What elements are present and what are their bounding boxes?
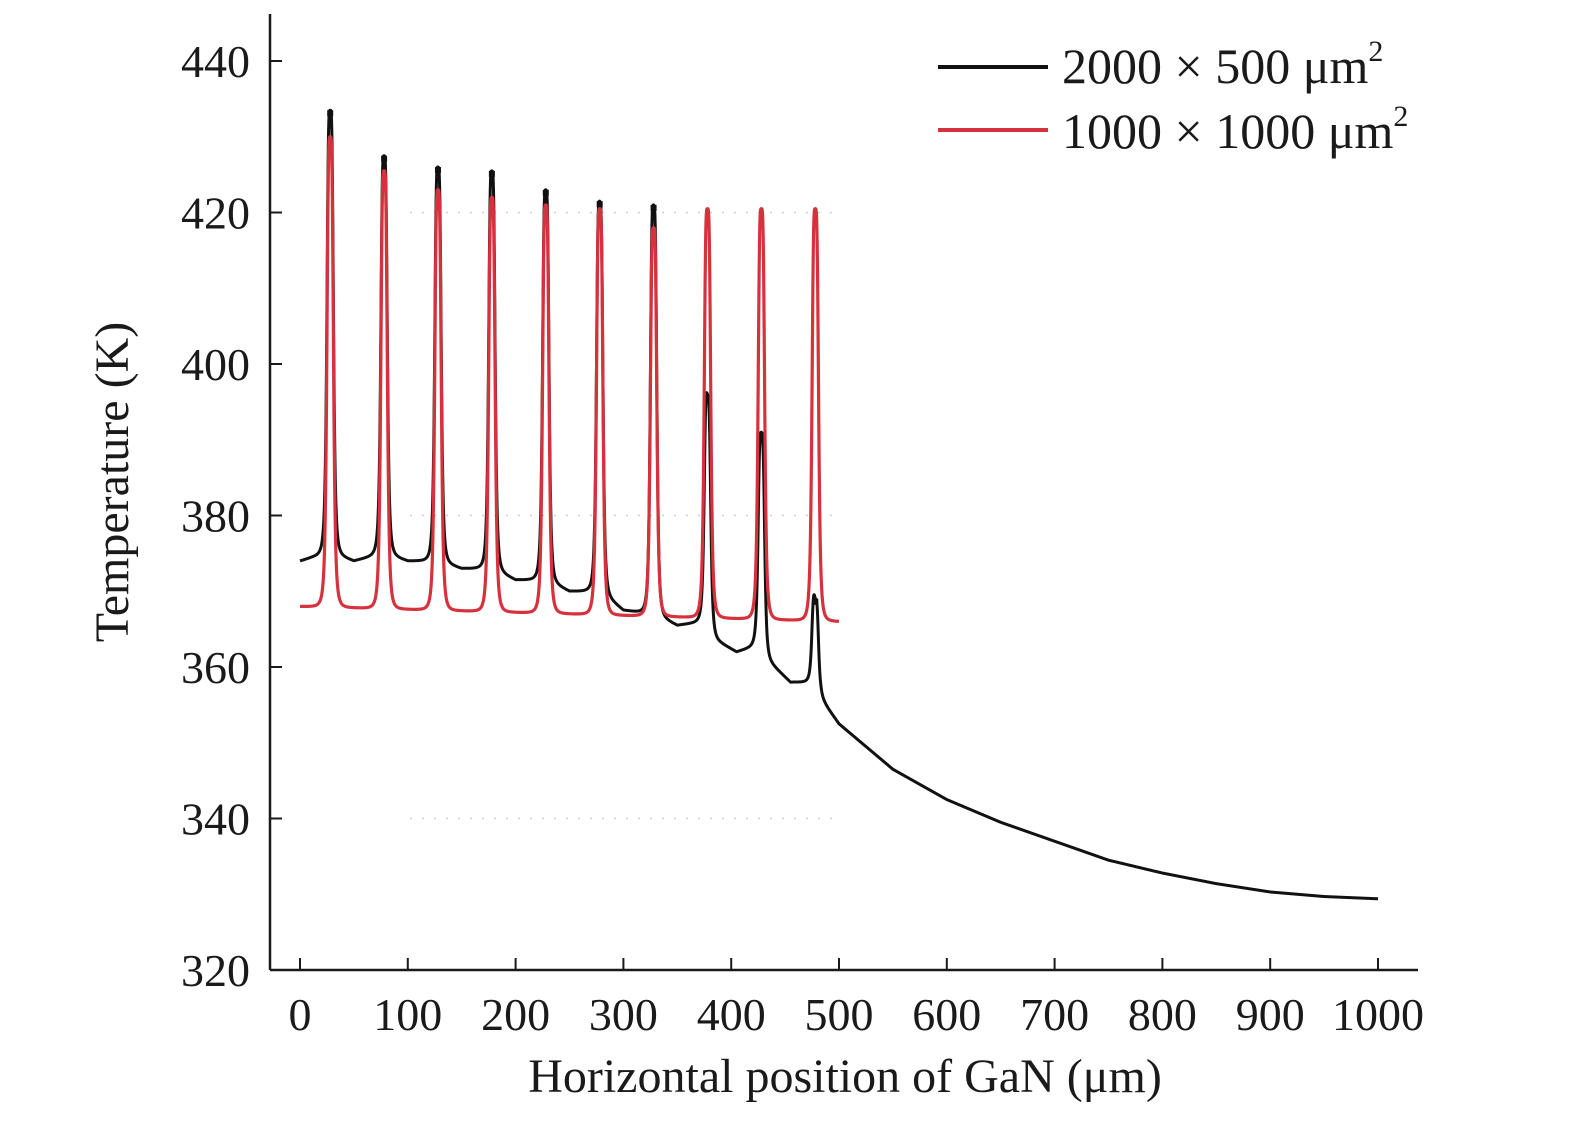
legend: 2000 × 500 μm2 1000 × 1000 μm2 [938, 35, 1408, 159]
y-tick-label: 420 [181, 188, 250, 239]
x-tick-label: 800 [1128, 989, 1197, 1040]
x-tick-label: 700 [1020, 989, 1089, 1040]
x-tick-label: 100 [373, 989, 442, 1040]
series-layer [298, 108, 1380, 901]
legend-label-series-2: 1000 × 1000 μm2 [1062, 100, 1408, 159]
legend-label-series-1: 2000 × 500 μm2 [1062, 35, 1383, 94]
series-line-1 [298, 108, 1380, 901]
y-tick-label: 400 [181, 339, 250, 390]
series-line-2 [298, 135, 841, 623]
y-tick-label: 320 [181, 945, 250, 996]
y-axis-label: Temperature (K) [86, 322, 139, 642]
x-tick-label: 900 [1236, 989, 1305, 1040]
axes [268, 14, 1418, 972]
x-tick-label: 200 [481, 989, 550, 1040]
faint-grid [410, 211, 842, 820]
x-tick-label: 0 [289, 989, 312, 1040]
y-tick-label: 380 [181, 491, 250, 542]
ticks: 0 100 200 300 400 500 600 700 800 900 1000 320 340 36… [181, 36, 1424, 1040]
x-tick-label: 400 [697, 989, 766, 1040]
y-tick-label: 440 [181, 36, 250, 87]
x-tick-label: 500 [805, 989, 874, 1040]
y-tick-label: 340 [181, 794, 250, 845]
x-tick-label: 300 [589, 989, 658, 1040]
x-tick-label: 1000 [1332, 989, 1424, 1040]
x-tick-label: 600 [912, 989, 981, 1040]
y-tick-label: 360 [181, 642, 250, 693]
x-axis-label: Horizontal position of GaN (μm) [528, 1050, 1162, 1103]
